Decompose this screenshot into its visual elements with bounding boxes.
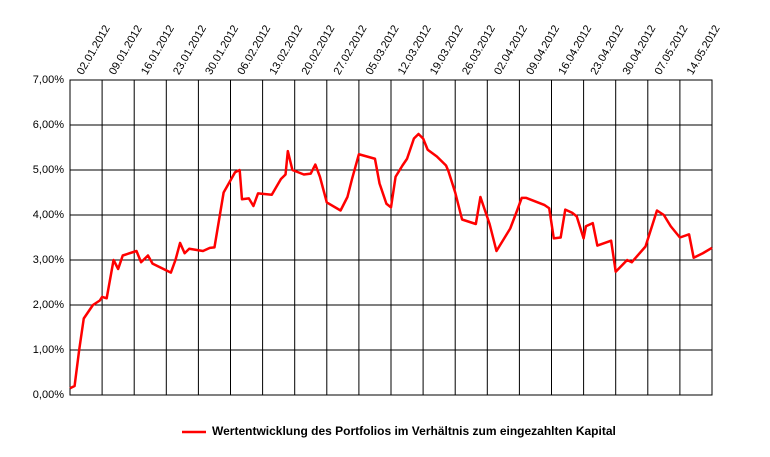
y-tick-label: 1,00% bbox=[33, 344, 64, 356]
data-line bbox=[69, 132, 713, 390]
y-tick-label: 0,00% bbox=[33, 389, 64, 401]
y-tick-label: 3,00% bbox=[33, 254, 64, 266]
x-tick-label: 14.05.2012 bbox=[685, 23, 723, 77]
plot-frame bbox=[69, 79, 713, 396]
y-tick-label: 4,00% bbox=[33, 209, 64, 221]
y-tick-label: 2,00% bbox=[33, 299, 64, 311]
y-tick-label: 5,00% bbox=[33, 164, 64, 176]
y-tick-label: 6,00% bbox=[33, 119, 64, 131]
legend-label: Wertentwicklung des Portfolios im Verhäl… bbox=[212, 424, 616, 438]
y-tick-label: 7,00% bbox=[33, 74, 64, 86]
